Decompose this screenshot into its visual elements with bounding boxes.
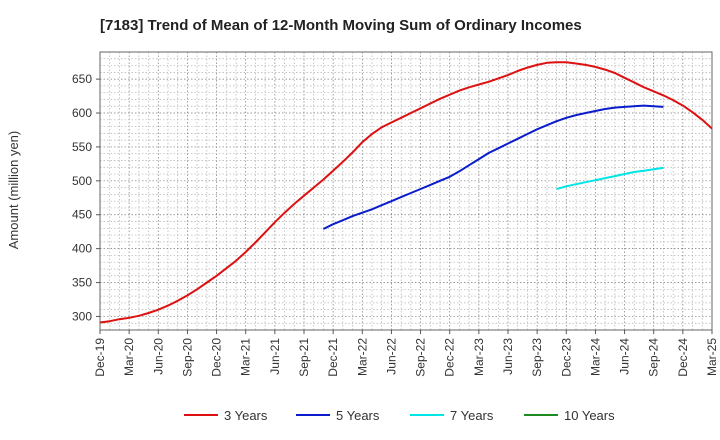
legend-label-3-years: 3 Years: [224, 408, 268, 423]
x-tick-label: Dec-19: [93, 338, 107, 377]
y-axis: 300 350 400 450 500 550 600 650: [72, 72, 100, 323]
x-tick-label: Mar-22: [355, 338, 369, 376]
x-tick-label: Jun-24: [618, 338, 632, 375]
legend: 3 Years 5 Years 7 Years 10 Years: [184, 408, 615, 423]
x-tick-label: Dec-23: [559, 338, 573, 377]
x-tick-label: Jun-21: [268, 338, 282, 375]
x-tick-label: Sep-21: [297, 338, 311, 377]
x-tick-label: Mar-20: [122, 338, 136, 376]
y-tick-label: 300: [72, 309, 92, 323]
y-tick-label: 600: [72, 106, 92, 120]
plot-area: [100, 52, 712, 330]
series-line-5-years: [322, 104, 664, 230]
y-tick-label: 650: [72, 72, 92, 86]
x-tick-label: Dec-22: [443, 338, 457, 377]
legend-label-10-years: 10 Years: [564, 408, 615, 423]
x-tick-label: Dec-24: [676, 338, 690, 377]
x-tick-label: Jun-20: [151, 338, 165, 375]
x-tick-label: Mar-24: [588, 338, 602, 376]
x-tick-label: Dec-21: [326, 338, 340, 377]
x-tick-label: Mar-21: [239, 338, 253, 376]
legend-label-5-years: 5 Years: [336, 408, 380, 423]
x-tick-label: Mar-23: [472, 338, 486, 376]
y-axis-label: Amount (million yen): [6, 131, 21, 250]
x-tick-label: Sep-22: [414, 338, 428, 377]
series-layer: [99, 61, 713, 324]
y-tick-label: 350: [72, 276, 92, 290]
x-tick-label: Dec-20: [210, 338, 224, 377]
plot-border: [99, 51, 713, 331]
grid: [99, 51, 713, 331]
legend-label-7-years: 7 Years: [450, 408, 494, 423]
y-tick-label: 500: [72, 174, 92, 188]
series-line-3-years: [99, 61, 713, 324]
x-tick-label: Jun-23: [501, 338, 515, 375]
y-tick-label: 450: [72, 208, 92, 222]
x-tick-label: Sep-24: [647, 338, 661, 377]
x-axis: Dec-19 Mar-20 Jun-20 Sep-20 Dec-20 Mar-21 Jun-…: [93, 330, 719, 377]
x-tick-label: Sep-23: [530, 338, 544, 377]
x-tick-label: Mar-25: [705, 338, 719, 376]
y-tick-label: 550: [72, 140, 92, 154]
chart-title: [7183] Trend of Mean of 12-Month Moving …: [100, 17, 582, 34]
y-tick-label: 400: [72, 242, 92, 256]
series-line-7-years: [556, 166, 664, 190]
x-tick-label: Jun-22: [384, 338, 398, 375]
x-tick-label: Sep-20: [180, 338, 194, 377]
